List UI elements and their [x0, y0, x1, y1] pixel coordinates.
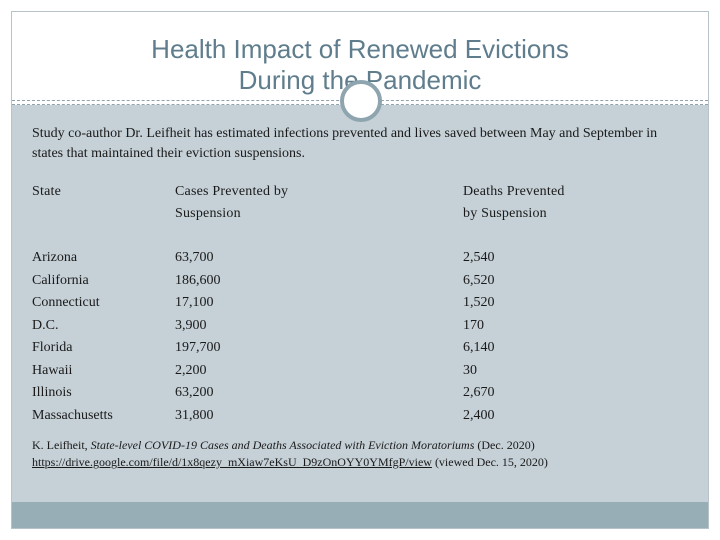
- deaths-cell: 30: [463, 362, 477, 378]
- deaths-cell: 6,140: [463, 340, 495, 355]
- state-cell: Connecticut: [32, 295, 100, 310]
- title-line-1: Health Impact of Renewed Evictions: [151, 34, 569, 64]
- cases-cell: 17,100: [175, 295, 214, 310]
- column-states: Arizona California Connecticut D.C. Flor…: [32, 247, 113, 427]
- header-deaths-line-2: by Suspension: [463, 206, 547, 221]
- header-state: State: [32, 181, 61, 203]
- deaths-cell: 2,670: [463, 385, 495, 400]
- intro-paragraph: Study co-author Dr. Leifheit has estimat…: [32, 126, 658, 161]
- state-cell: D.C.: [32, 317, 59, 333]
- content-panel: Study co-author Dr. Leifheit has estimat…: [12, 105, 708, 502]
- deaths-cell: 6,520: [463, 272, 495, 288]
- cases-cell: 186,600: [175, 272, 221, 288]
- header-cases-line-2: Suspension: [175, 206, 241, 221]
- citation-author: K. Leifheit,: [32, 438, 91, 452]
- circle-ornament: [340, 80, 382, 122]
- deaths-cell: 2,400: [463, 407, 495, 423]
- footer-bar: [12, 502, 708, 528]
- state-cell: Massachusetts: [32, 407, 113, 423]
- slide-frame: [11, 11, 709, 529]
- cases-cell: 197,700: [175, 340, 221, 355]
- column-deaths: 2,540 6,520 1,520 170 6,140 30 2,670 2,4…: [463, 247, 495, 427]
- state-cell: Florida: [32, 340, 73, 355]
- header-deaths-line-1: Deaths Prevented: [463, 184, 565, 199]
- cases-cell: 2,200: [175, 362, 207, 378]
- citation-link[interactable]: https://drive.google.com/file/d/1x8qezy_…: [32, 455, 432, 469]
- header-cases-line-1: Cases Prevented by: [175, 184, 289, 199]
- cases-cell: 63,200: [175, 385, 214, 400]
- state-cell: Hawaii: [32, 362, 73, 378]
- deaths-cell: 170: [463, 317, 484, 333]
- header-deaths: Deaths Prevented by Suspension: [463, 181, 565, 225]
- citation-viewed: (viewed Dec. 15, 2020): [431, 455, 548, 469]
- cases-cell: 63,700: [175, 250, 214, 265]
- header-cases: Cases Prevented by Suspension: [175, 181, 288, 225]
- citation: K. Leifheit, State-level COVID-19 Cases …: [32, 437, 702, 471]
- cases-cell: 3,900: [175, 317, 207, 333]
- deaths-cell: 2,540: [463, 250, 495, 265]
- citation-title: State-level COVID-19 Cases and Deaths As…: [90, 438, 475, 452]
- cases-cell: 31,800: [175, 407, 214, 423]
- citation-date: (Dec. 2020): [474, 438, 535, 452]
- state-cell: Arizona: [32, 250, 78, 265]
- column-cases: 63,700 186,600 17,100 3,900 197,700 2,20…: [175, 247, 221, 427]
- state-cell: California: [32, 272, 89, 288]
- state-cell: Illinois: [32, 385, 72, 400]
- header-state-label: State: [32, 184, 61, 199]
- deaths-cell: 1,520: [463, 295, 495, 310]
